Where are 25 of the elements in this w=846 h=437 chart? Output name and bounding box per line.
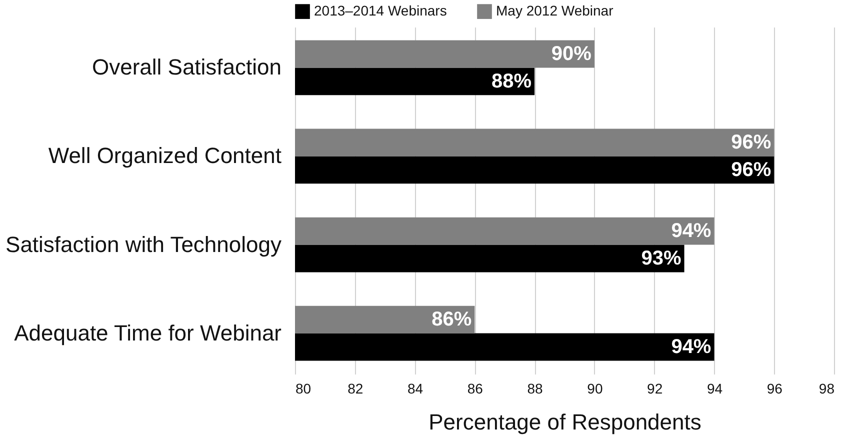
x-tick-label: 92	[647, 380, 663, 396]
x-tick-label: 86	[467, 380, 484, 396]
y-tick-label: Satisfaction with Technology	[6, 232, 282, 257]
data-label: 90%	[551, 43, 592, 65]
legend-label: May 2012 Webinar	[496, 2, 614, 19]
x-tick-label: 90	[587, 380, 603, 396]
x-tick-label: 84	[407, 380, 424, 396]
y-tick-label: Overall Satisfaction	[92, 54, 282, 80]
x-tick-label: 96	[766, 380, 783, 396]
data-label: 88%	[492, 70, 532, 92]
x-tick-label: 82	[348, 380, 364, 396]
x-tick-label: 94	[706, 380, 723, 396]
x-axis-title: Percentage of Respondents	[428, 410, 702, 434]
x-tick-label: 80	[296, 380, 312, 396]
x-tick-label: 98	[818, 380, 835, 396]
y-tick-label: Well Organized Content	[48, 143, 282, 168]
x-tick-label: 88	[527, 380, 544, 396]
y-tick-label: Adequate Time for Webinar	[14, 320, 282, 346]
data-label: 96%	[731, 158, 772, 181]
data-label: 94%	[671, 336, 712, 358]
data-label: 96%	[731, 132, 772, 154]
data-label: 93%	[641, 247, 682, 270]
data-label: 86%	[432, 308, 472, 331]
legend-label: 2013–2014 Webinars	[314, 2, 447, 19]
data-label: 94%	[671, 220, 712, 242]
